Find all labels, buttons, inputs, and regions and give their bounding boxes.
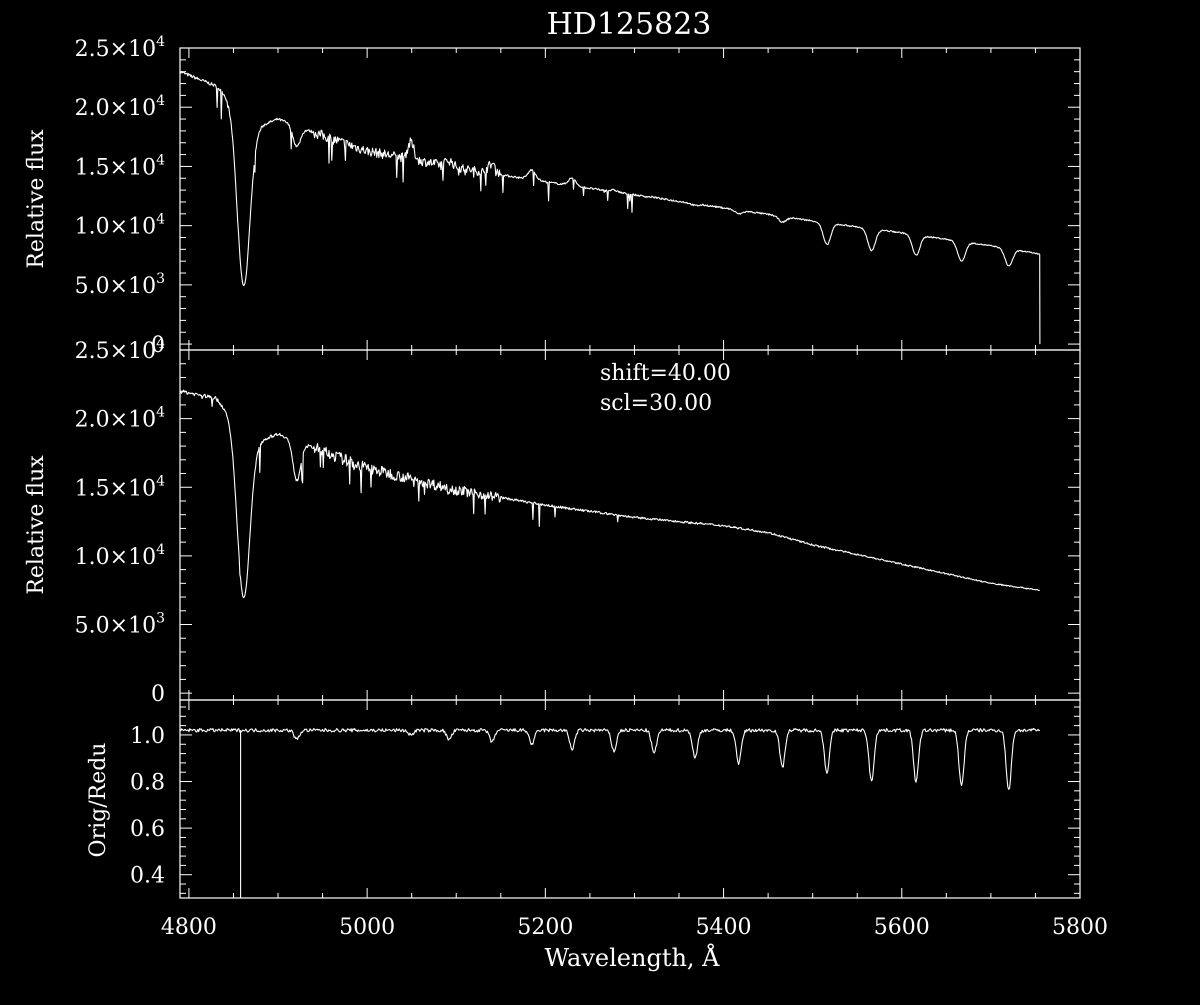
panel-top-ylabel: Relative flux <box>24 129 49 269</box>
spectrum-series <box>179 70 1041 345</box>
y-tick-label: 1.0×104 <box>75 212 165 240</box>
panel-middle: Relative flux shift=40.00 scl=30.00 2.5×… <box>24 336 1081 707</box>
y-tick-label: 2.0×104 <box>75 405 165 433</box>
y-tick-label: 5.0×103 <box>75 611 165 639</box>
y-tick-label: 0.4 <box>130 864 165 889</box>
y-tick-label: 0.8 <box>130 771 165 796</box>
y-tick-label: 1.5×104 <box>75 152 165 180</box>
y-tick-label: 2.5×104 <box>75 336 165 364</box>
panel-bottom-ylabel: Orig/Redu <box>86 743 111 858</box>
spectrum-series <box>179 727 1041 790</box>
x-tick-label: 5600 <box>874 915 930 940</box>
spectrum-series <box>179 389 1040 599</box>
y-tick-label: 2.5×104 <box>75 34 165 62</box>
y-tick-label: 2.0×104 <box>75 93 165 121</box>
y-tick-label: 1.0 <box>130 724 165 749</box>
x-tick-label: 5800 <box>1052 915 1108 940</box>
y-tick-label: 1.0×104 <box>75 542 165 570</box>
panel-bottom-frame <box>179 699 1081 899</box>
x-tick-label: 5000 <box>339 915 395 940</box>
x-tick-label: 5200 <box>517 915 573 940</box>
x-tick-label: 4800 <box>161 915 217 940</box>
x-axis-label: Wavelength, Å <box>544 943 720 972</box>
panel-bottom: Orig/Redu Wavelength, Å 1.0 0.8 0.6 0.4 4800… <box>86 699 1108 972</box>
y-tick-label: 0.6 <box>130 817 165 842</box>
scale-annotation: scl=30.00 <box>600 391 712 416</box>
y-tick-label: 0 <box>151 682 165 707</box>
y-tick-label: 5.0×103 <box>75 271 165 299</box>
panel-middle-ylabel: Relative flux <box>24 455 49 595</box>
y-tick-label: 1.5×104 <box>75 473 165 501</box>
x-tick-label: 5400 <box>696 915 752 940</box>
figure-title: HD125823 <box>547 7 712 42</box>
y-tick-label: 0 <box>151 333 165 358</box>
panel-top: Relative flux 2.5×104 2.0×104 1.5×104 1.0×1… <box>24 34 1081 358</box>
shift-annotation: shift=40.00 <box>600 361 731 386</box>
